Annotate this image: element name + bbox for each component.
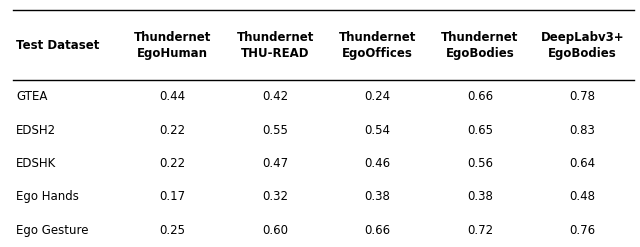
Text: GTEA: GTEA <box>16 90 47 103</box>
Text: Thundernet
EgoBodies: Thundernet EgoBodies <box>441 31 518 60</box>
Text: 0.44: 0.44 <box>159 90 186 103</box>
Text: 0.55: 0.55 <box>262 124 288 137</box>
Text: 0.83: 0.83 <box>570 124 595 137</box>
Text: 0.65: 0.65 <box>467 124 493 137</box>
Text: 0.66: 0.66 <box>467 90 493 103</box>
Text: 0.56: 0.56 <box>467 157 493 170</box>
Text: 0.17: 0.17 <box>159 190 186 204</box>
Text: 0.38: 0.38 <box>467 190 493 204</box>
Text: 0.60: 0.60 <box>262 224 288 237</box>
Text: Thundernet
EgoOffices: Thundernet EgoOffices <box>339 31 416 60</box>
Text: 0.66: 0.66 <box>364 224 390 237</box>
Text: 0.22: 0.22 <box>159 124 186 137</box>
Text: 0.46: 0.46 <box>364 157 390 170</box>
Text: Ego Hands: Ego Hands <box>16 190 79 204</box>
Text: 0.24: 0.24 <box>364 90 390 103</box>
Text: 0.25: 0.25 <box>159 224 186 237</box>
Text: Thundernet
THU-READ: Thundernet THU-READ <box>236 31 314 60</box>
Text: 0.47: 0.47 <box>262 157 288 170</box>
Text: 0.48: 0.48 <box>570 190 595 204</box>
Text: 0.22: 0.22 <box>159 157 186 170</box>
Text: 0.38: 0.38 <box>365 190 390 204</box>
Text: 0.76: 0.76 <box>570 224 595 237</box>
Text: 0.64: 0.64 <box>570 157 595 170</box>
Text: EDSHK: EDSHK <box>16 157 56 170</box>
Text: 0.54: 0.54 <box>365 124 390 137</box>
Text: 0.42: 0.42 <box>262 90 288 103</box>
Text: 0.78: 0.78 <box>570 90 595 103</box>
Text: Test Dataset: Test Dataset <box>16 39 99 52</box>
Text: 0.32: 0.32 <box>262 190 288 204</box>
Text: EDSH2: EDSH2 <box>16 124 56 137</box>
Text: Ego Gesture: Ego Gesture <box>16 224 88 237</box>
Text: Thundernet
EgoHuman: Thundernet EgoHuman <box>134 31 211 60</box>
Text: 0.72: 0.72 <box>467 224 493 237</box>
Text: DeepLabv3+
EgoBodies: DeepLabv3+ EgoBodies <box>541 31 624 60</box>
